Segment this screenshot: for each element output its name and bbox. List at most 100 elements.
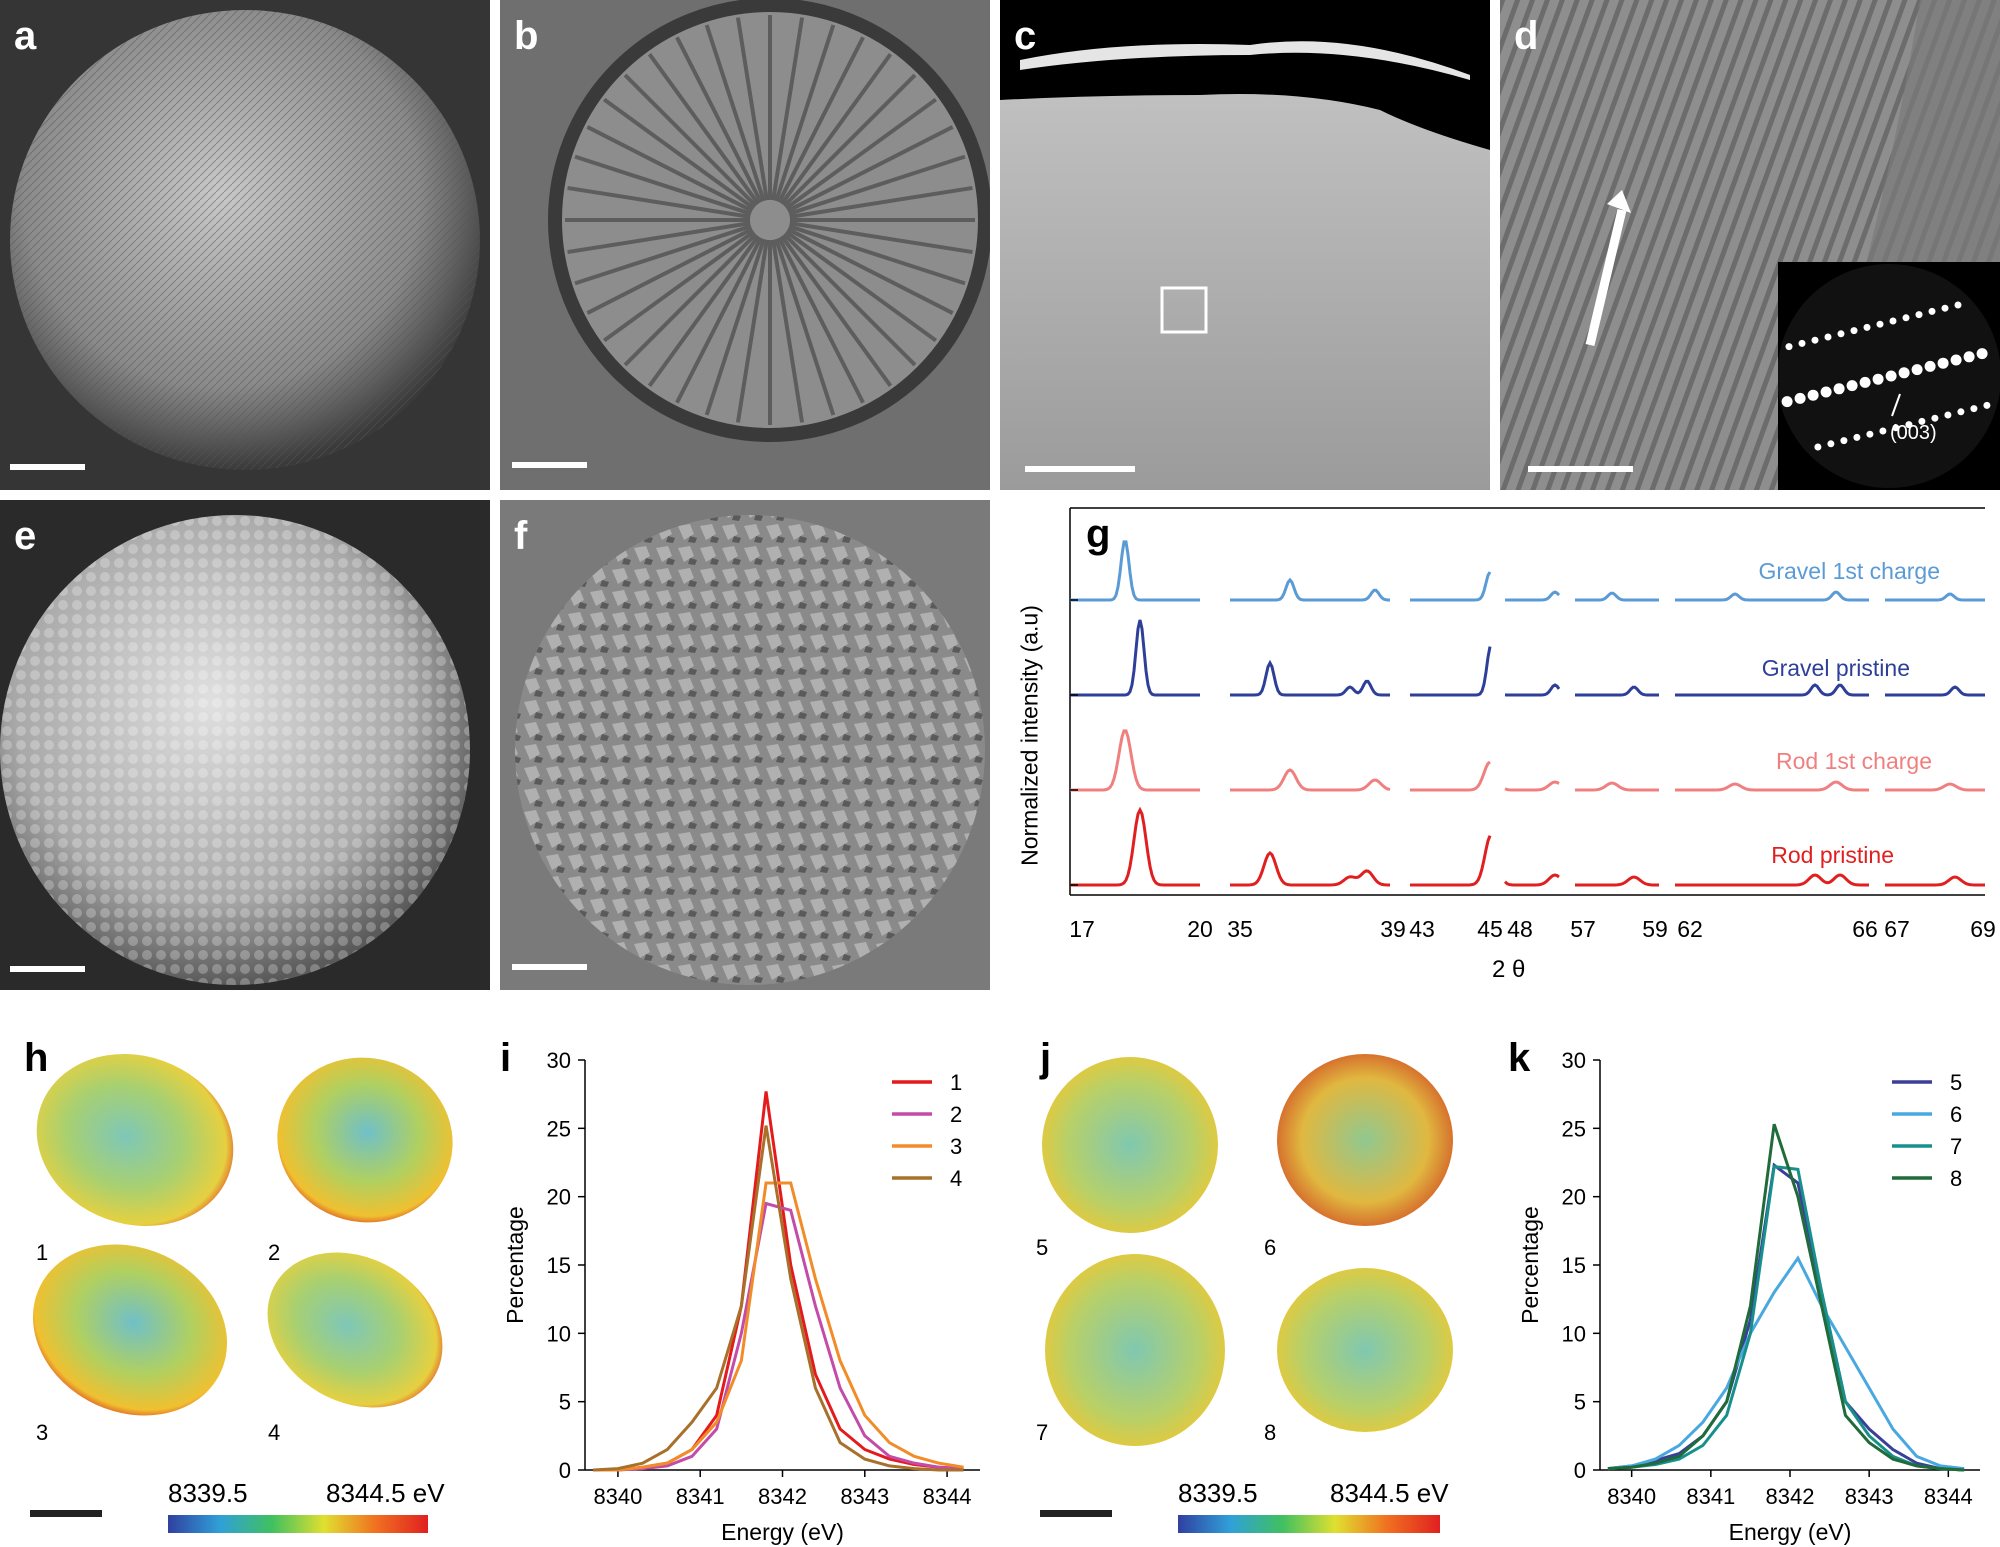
diffraction-label: (003)	[1890, 422, 1937, 444]
series-line-6	[1607, 1255, 1965, 1471]
y-axis-label: Percentage	[1517, 1206, 1543, 1324]
xrd-series-line	[1574, 875, 1660, 887]
panel-label-a: a	[14, 14, 37, 58]
x-tick-label: 8340	[593, 1484, 642, 1509]
h-map-images	[32, 1053, 453, 1416]
map-label-6: 6	[1264, 1235, 1277, 1260]
legend-label: 4	[950, 1166, 962, 1191]
xrd-series-line	[1574, 781, 1659, 792]
x-tick-label: 8341	[676, 1484, 725, 1509]
sem-sphere-gravel	[0, 500, 490, 990]
g-tick-label: 66	[1852, 916, 1878, 942]
g-series-label-1: Gravel pristine	[1761, 655, 1910, 681]
colorbar-min: 8339.5	[1178, 1478, 1258, 1508]
g-xlabel: 2 θ	[1492, 956, 1526, 983]
panel-k-chart: k 0 5 10 15 20 25 30 8340 8341 8342 8343 8344 Energy…	[1500, 1030, 2000, 1547]
y-tick-label: 30	[547, 1048, 571, 1073]
x-tick-label: 8341	[1686, 1484, 1735, 1509]
x-tick-label: 8343	[840, 1484, 889, 1509]
scale-bar	[10, 464, 85, 470]
xrd-series-line	[1230, 659, 1390, 697]
arrow-icon	[1607, 190, 1631, 213]
legend-label: 5	[1950, 1070, 1962, 1095]
xrd-series-line	[1230, 851, 1391, 887]
legend-label: 8	[1950, 1166, 1962, 1191]
xrd-series-line	[1575, 591, 1659, 602]
panel-label-g: g	[1086, 512, 1111, 556]
panel-e-sem-image: e	[0, 500, 490, 990]
x-tick-label: 8342	[1766, 1484, 1815, 1509]
xrd-series-line	[1230, 768, 1391, 792]
x-tick-label: 8344	[923, 1484, 972, 1509]
series-line-1	[593, 1091, 964, 1472]
legend-label: 6	[1950, 1102, 1962, 1127]
y-tick-label: 25	[547, 1116, 571, 1141]
g-tick-label: 17	[1069, 916, 1095, 942]
xrd-series-line	[1070, 540, 1200, 602]
y-tick-label: 0	[1574, 1458, 1586, 1483]
panel-g-xrd-chart: 17 20 35 39 43 45 48 57 59 62 66 67 69 g Gravel 1st …	[1000, 500, 2000, 1000]
colorbar	[168, 1515, 428, 1533]
xrd-series-line	[1410, 646, 1492, 697]
xrd-series-line	[1504, 780, 1560, 792]
tem-cross-section	[1000, 0, 1490, 490]
series-line-3	[593, 1181, 964, 1472]
panel-i-chart: i 0 5 10 15 20 25 30 8340 8341 8342 8343 8344 Energy…	[480, 1030, 1000, 1547]
y-tick-label: 0	[559, 1458, 571, 1483]
scale-bar	[512, 964, 587, 970]
colorbar-min: 8339.5	[168, 1478, 248, 1508]
legend-label: 7	[1950, 1134, 1962, 1159]
x-axis-label: Energy (eV)	[721, 1519, 844, 1545]
i-line-chart: 0 5 10 15 20 25 30 8340 8341 8342 8343 8344 Energy (…	[502, 1048, 980, 1545]
g-tick-label: 20	[1187, 916, 1213, 942]
legend-label: 2	[950, 1102, 962, 1127]
k-line-chart: 0 5 10 15 20 25 30 8340 8341 8342 8343 8344 Energy (…	[1517, 1048, 1980, 1545]
g-tick-label: 69	[1970, 916, 1996, 942]
panel-label-e: e	[14, 514, 37, 558]
xrd-series-line	[1410, 760, 1491, 792]
xrd-series-line	[1885, 782, 1985, 792]
xrd-series-line	[1675, 873, 1869, 887]
g-tick-label: 45	[1477, 916, 1503, 942]
series-line-7	[1607, 1164, 1965, 1472]
g-tick-label: 67	[1884, 916, 1910, 942]
y-tick-label: 10	[1562, 1321, 1586, 1346]
panel-label-c: c	[1014, 14, 1037, 58]
series-line-8	[1607, 1123, 1965, 1472]
map-label-1: 1	[36, 1240, 49, 1265]
g-ylabel: Normalized intensity (a.u)	[1016, 605, 1043, 866]
series-line-2	[593, 1201, 964, 1472]
xrd-series-line	[1885, 875, 1985, 887]
xrd-series-line	[1885, 685, 1985, 697]
xrd-series-line	[1675, 683, 1869, 697]
y-tick-label: 25	[1562, 1116, 1586, 1141]
y-tick-label: 15	[1562, 1253, 1586, 1278]
panel-label-d: d	[1514, 14, 1539, 58]
scale-bar	[10, 966, 85, 972]
panel-label-b: b	[514, 14, 539, 58]
panel-label-h: h	[24, 1036, 49, 1080]
sem-sphere-rods	[0, 0, 490, 490]
xrd-series-line	[1230, 577, 1391, 602]
diffraction-inset: (003)	[1777, 262, 2000, 490]
y-tick-label: 20	[547, 1185, 571, 1210]
g-series-label-0: Gravel 1st charge	[1758, 558, 1940, 584]
map-label-3: 3	[36, 1420, 49, 1445]
panel-d-hrtem-image: d (003)	[1500, 0, 2000, 490]
y-tick-label: 10	[547, 1321, 571, 1346]
scale-bar	[1528, 466, 1633, 472]
x-tick-label: 8342	[758, 1484, 807, 1509]
panel-b-sem-image: b	[500, 0, 990, 490]
scale-bar	[30, 1510, 102, 1517]
y-tick-label: 30	[1562, 1048, 1586, 1073]
sem-cross-section-gravel	[500, 500, 990, 990]
legend-label: 3	[950, 1134, 962, 1159]
series-line-5	[1607, 1162, 1965, 1472]
scale-bar	[1040, 1510, 1112, 1517]
panel-label-k: k	[1508, 1036, 1531, 1080]
g-series-label-2: Rod 1st charge	[1776, 748, 1932, 774]
selection-box	[1160, 286, 1208, 334]
panel-h-xanes-maps: h 1 2 3 4 8339.5 8344.5 eV	[0, 1030, 470, 1547]
scale-bar	[1025, 466, 1135, 472]
map-label-5: 5	[1036, 1235, 1049, 1260]
